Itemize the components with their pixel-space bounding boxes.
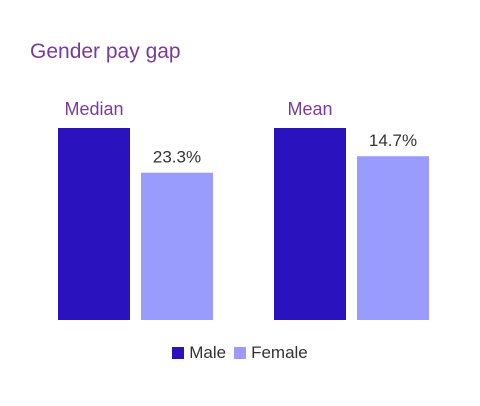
category-label-mean: Mean (287, 99, 332, 119)
bar-male-mean (274, 128, 346, 320)
legend-item-female: Female (234, 343, 308, 363)
legend-swatch-female (234, 347, 247, 359)
legend-label-male: Male (189, 343, 227, 362)
data-label-female-median: 23.3% (153, 148, 201, 167)
bar-female-median (141, 172, 213, 320)
bars-group (58, 128, 429, 320)
legend-swatch-male (172, 347, 185, 359)
legend: Male Female (0, 343, 480, 363)
legend-item-male: Male (172, 343, 226, 363)
bar-female-mean (357, 156, 429, 320)
data-label-female-mean: 14.7% (369, 131, 417, 150)
category-label-median: Median (64, 99, 123, 119)
chart-title: Gender pay gap (30, 40, 181, 63)
bar-male-median (58, 128, 130, 320)
legend-label-female: Female (251, 343, 308, 362)
labels-group: 23.3% Median 14.7% Mean (64, 99, 417, 167)
